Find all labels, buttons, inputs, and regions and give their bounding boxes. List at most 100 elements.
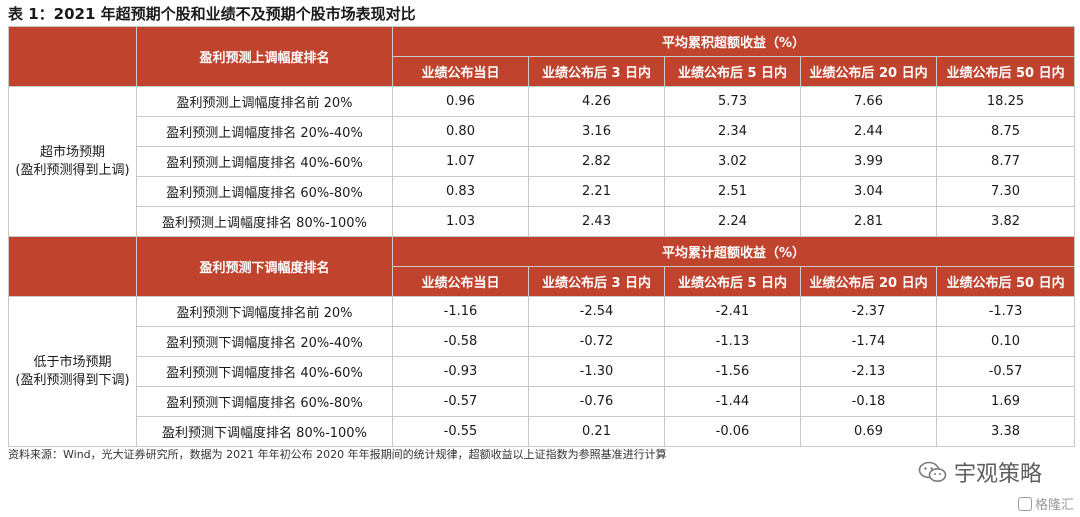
header-rank-label: 盈利预测下调幅度排名 [136,236,393,297]
column-header: 业绩公布当日 [392,266,529,297]
cell-value: 7.66 [800,86,937,117]
cell-value: 2.34 [664,116,801,147]
cell-value: -0.58 [392,326,529,357]
column-header: 业绩公布后 3 日内 [528,266,665,297]
section-header-row: 盈利预测上调幅度排名 平均累积超额收益（%） [8,26,1076,87]
cell-value: -1.73 [935,296,1076,327]
cell-value: 0.83 [392,176,529,207]
header-blank [8,26,137,87]
cell-value: 0.69 [800,416,937,447]
row-label: 盈利预测下调幅度排名前 20% [136,296,393,327]
column-header: 业绩公布后 20 日内 [800,56,937,87]
watermark-text: 格隆汇 [1034,498,1074,513]
cell-value: -2.37 [800,296,937,327]
cell-value: 3.38 [935,416,1076,447]
cell-value: 2.43 [528,206,665,237]
cell-value: -0.57 [935,356,1076,387]
table-row: 盈利预测上调幅度排名 20%-40% 0.80 3.16 2.34 2.44 8.75 [9,116,1076,147]
group-label: 低于市场预期 (盈利预测得到下调) [8,296,137,447]
header-group-label: 平均累积超额收益（%） [391,26,1076,57]
column-header: 业绩公布后 3 日内 [528,56,665,87]
cell-value: -0.72 [528,326,665,357]
row-label: 盈利预测上调幅度排名 20%-40% [136,116,393,147]
cell-value: 7.30 [935,176,1076,207]
cell-value: -0.06 [664,416,801,447]
cell-value: 0.96 [392,86,529,117]
table-row: 盈利预测上调幅度排名 40%-60% 1.07 2.82 3.02 3.99 8.77 [9,146,1076,177]
column-header: 业绩公布后 5 日内 [664,56,801,87]
cell-value: 5.73 [664,86,801,117]
cell-value: 2.51 [664,176,801,207]
table-row: 盈利预测下调幅度排名 80%-100% -0.55 0.21 -0.06 0.69 3.3… [9,416,1076,447]
row-label: 盈利预测下调幅度排名 60%-80% [136,386,393,417]
cell-value: 3.02 [664,146,801,177]
cell-value: 8.75 [935,116,1076,147]
section-subheader-row: 业绩公布当日 业绩公布后 3 日内 业绩公布后 5 日内 业绩公布后 20 日内 业绩公… [9,56,1076,87]
row-label: 盈利预测上调幅度排名 40%-60% [136,146,393,177]
row-label: 盈利预测上调幅度排名 80%-100% [136,206,393,237]
header-blank [8,236,137,297]
cell-value: -0.76 [528,386,665,417]
cell-value: -0.93 [392,356,529,387]
cell-value: 0.10 [935,326,1076,357]
cell-value: 3.16 [528,116,665,147]
cell-value: 1.03 [392,206,529,237]
table-row: 盈利预测下调幅度排名 20%-40% -0.58 -0.72 -1.13 -1.74 0.… [9,326,1076,357]
group-label-line2: (盈利预测得到上调) [15,162,130,178]
cell-value: 1.69 [935,386,1076,417]
cell-value: 2.44 [800,116,937,147]
cell-value: 2.81 [800,206,937,237]
cell-value: 0.80 [392,116,529,147]
cell-value: -0.18 [800,386,937,417]
section-header-row: 盈利预测下调幅度排名 平均累计超额收益（%） [8,236,1076,297]
cell-value: 2.82 [528,146,665,177]
watermark: 格隆汇 [1017,494,1074,513]
header-group-label: 平均累计超额收益（%） [391,236,1076,267]
cell-value: -0.57 [392,386,529,417]
cell-value: 18.25 [935,86,1076,117]
glh-logo-icon [1017,496,1032,511]
cell-value: 2.24 [664,206,801,237]
cell-value: -1.16 [392,296,529,327]
row-label: 盈利预测下调幅度排名 80%-100% [136,416,393,447]
cell-value: -1.30 [528,356,665,387]
row-label: 盈利预测上调幅度排名 60%-80% [136,176,393,207]
cell-value: -1.13 [664,326,801,357]
cell-value: -0.55 [392,416,529,447]
cell-value: -2.41 [664,296,801,327]
table-row: 低于市场预期 (盈利预测得到下调) 盈利预测下调幅度排名前 20% -1.16 -2.5… [8,296,1076,447]
column-header: 业绩公布后 50 日内 [935,266,1076,297]
row-label: 盈利预测下调幅度排名 40%-60% [136,356,393,387]
cell-value: 3.82 [935,206,1076,237]
source-note: 资料来源：Wind，光大证券研究所，数据为 2021 年年初公布 2020 年年… [8,448,667,461]
table-row: 超市场预期 (盈利预测得到上调) 盈利预测上调幅度排名前 20% 0.96 4.26 5.… [8,86,1076,237]
cell-value: -2.13 [800,356,937,387]
group-label-line2: (盈利预测得到下调) [15,372,130,388]
column-header: 业绩公布当日 [392,56,529,87]
cell-value: 2.21 [528,176,665,207]
cell-value: 3.99 [800,146,937,177]
row-label: 盈利预测上调幅度排名前 20% [136,86,393,117]
group-label-line1: 低于市场预期 [33,354,112,370]
group-label-line1: 超市场预期 [39,144,105,160]
row-label: 盈利预测下调幅度排名 20%-40% [136,326,393,357]
column-header: 业绩公布后 5 日内 [664,266,801,297]
table-row: 盈利预测下调幅度排名 60%-80% -0.57 -0.76 -1.44 -0.18 1.… [9,386,1076,417]
column-header: 业绩公布后 50 日内 [935,56,1076,87]
cell-value: -2.54 [528,296,665,327]
performance-table: 盈利预测上调幅度排名 平均累积超额收益（%） 业绩公布当日 业绩公布后 3 日内 业绩公… [8,26,1076,447]
section-subheader-row: 业绩公布当日 业绩公布后 3 日内 业绩公布后 5 日内 业绩公布后 20 日内 业绩公… [9,266,1076,297]
column-header: 业绩公布后 20 日内 [800,266,937,297]
brand-name: 宇观策略 [953,462,1042,487]
table-title: 表 1：2021 年超预期个股和业绩不及预期个股市场表现对比 [8,5,416,23]
cell-value: 3.04 [800,176,937,207]
brand: 宇观策略 [918,456,1042,488]
cell-value: -1.56 [664,356,801,387]
cell-value: 1.07 [392,146,529,177]
cell-value: 4.26 [528,86,665,117]
table-row: 盈利预测上调幅度排名 60%-80% 0.83 2.21 2.51 3.04 7.30 [9,176,1076,207]
table-row: 盈利预测下调幅度排名 40%-60% -0.93 -1.30 -1.56 -2.13 -0… [9,356,1076,387]
cell-value: -1.44 [664,386,801,417]
cell-value: 8.77 [935,146,1076,177]
cell-value: -1.74 [800,326,937,357]
